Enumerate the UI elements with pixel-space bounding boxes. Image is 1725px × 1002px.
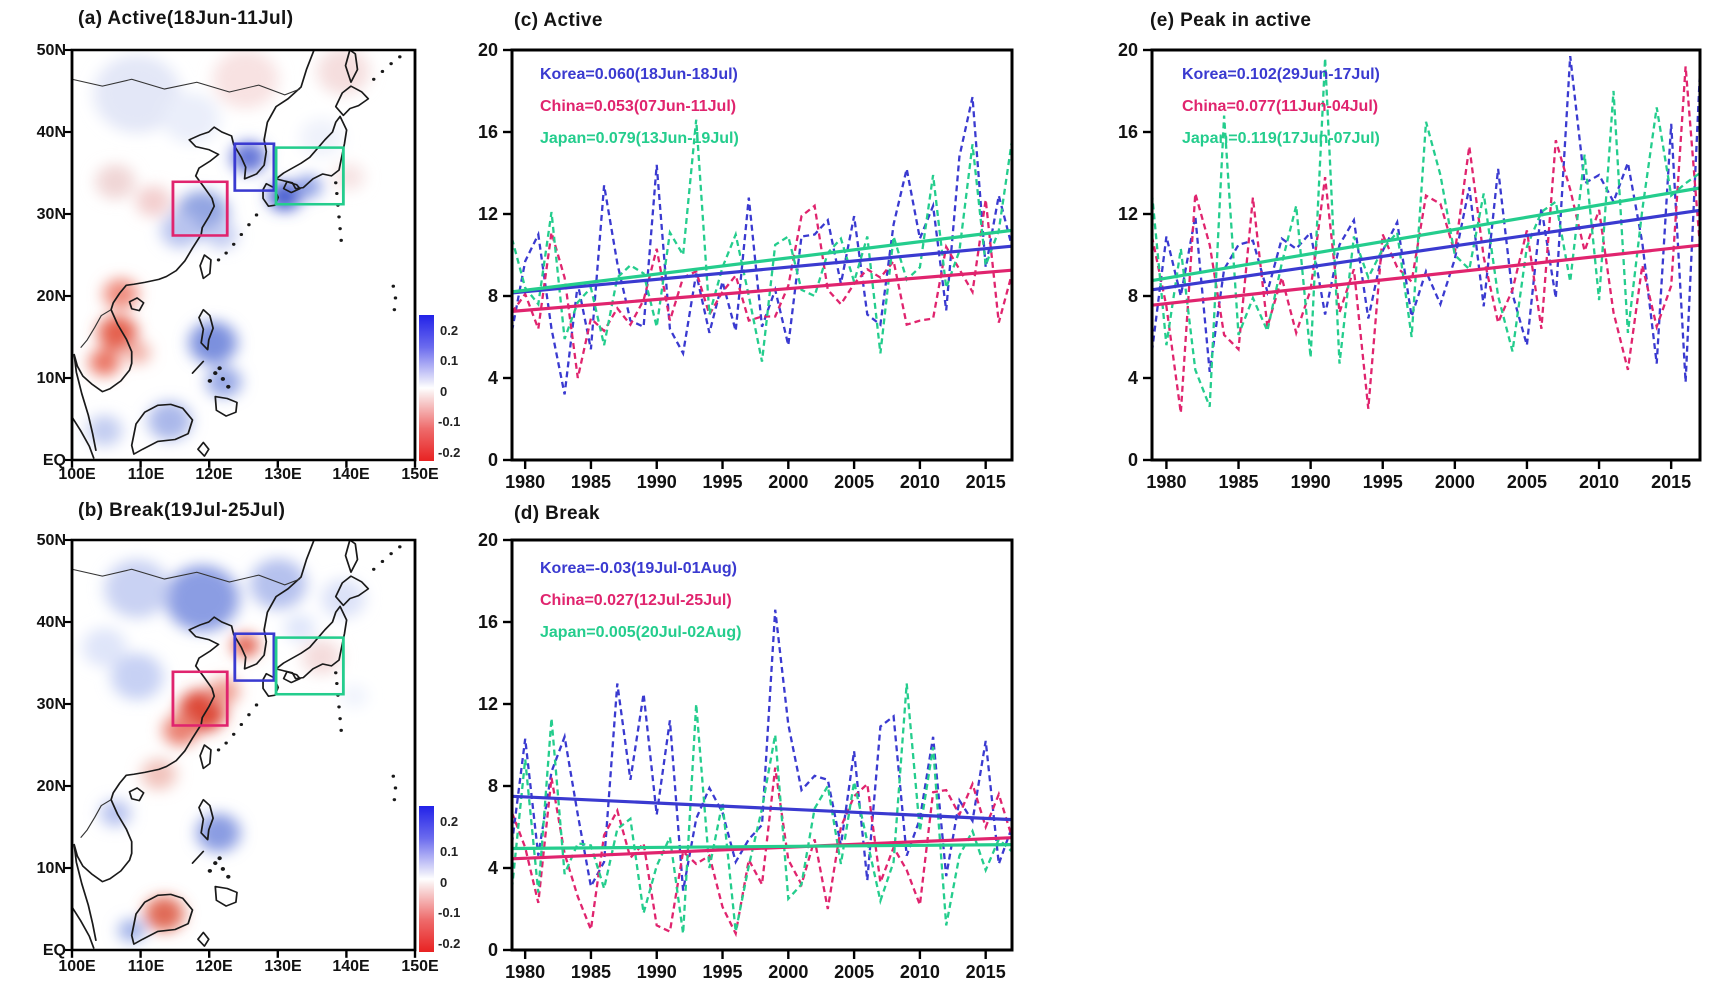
map-a-lat-eq: EQ [42, 452, 66, 469]
map-a-lat-30n: 30N [36, 206, 66, 223]
map-a-lat-20n: 20N [36, 288, 66, 305]
map-a-lon-100e: 100E [58, 466, 96, 483]
svg-text:20: 20 [478, 530, 498, 550]
map-b-lon-130e: 130E [264, 958, 302, 975]
chart-d-legend-china: China=0.027(12Jul-25Jul) [540, 592, 732, 609]
svg-text:2000: 2000 [768, 962, 808, 982]
colorbar-a [419, 315, 434, 461]
chart-d-legend-korea: Korea=-0.03(19Jul-01Aug) [540, 560, 737, 577]
colorbar-a-label-4: -0.2 [438, 445, 461, 460]
colorbar-b-label-0: 0.2 [440, 814, 459, 829]
panel-e-title: (e) Peak in active [1150, 10, 1312, 31]
svg-text:4: 4 [488, 368, 498, 388]
svg-text:20: 20 [478, 40, 498, 60]
svg-text:16: 16 [478, 612, 498, 632]
svg-text:12: 12 [478, 694, 498, 714]
chart-c-legend-korea: Korea=0.060(18Jun-18Jul) [540, 66, 738, 83]
svg-text:1985: 1985 [571, 472, 611, 492]
chart-e-legend-china: China=0.077(11Jun-04Jul) [1182, 98, 1379, 115]
map-b-lon-100e: 100E [58, 958, 96, 975]
svg-text:1980: 1980 [505, 962, 545, 982]
svg-text:16: 16 [478, 122, 498, 142]
chart-c-legend-china: China=0.053(07Jun-11Jul) [540, 98, 737, 115]
svg-text:1980: 1980 [505, 472, 545, 492]
svg-text:20: 20 [1118, 40, 1138, 60]
svg-text:16: 16 [1118, 122, 1138, 142]
panel-b-title: (b) Break(19Jul-25Jul) [78, 500, 286, 521]
svg-text:1990: 1990 [637, 472, 677, 492]
svg-text:2000: 2000 [1435, 472, 1475, 492]
map-a-lon-130e: 130E [264, 466, 302, 483]
anomaly-field-b [82, 558, 368, 943]
map-b-lat-20n: 20N [36, 778, 66, 795]
colorbar-a-label-2: 0 [440, 384, 448, 399]
map-b [62, 538, 417, 960]
svg-text:1995: 1995 [1363, 472, 1403, 492]
map-b-lon-120e: 120E [195, 958, 233, 975]
map-b-lon-150e: 150E [401, 958, 439, 975]
svg-text:2015: 2015 [966, 962, 1006, 982]
svg-text:2015: 2015 [966, 472, 1006, 492]
svg-text:0: 0 [488, 450, 498, 470]
map-b-lat-eq: EQ [42, 942, 66, 959]
svg-text:2010: 2010 [1579, 472, 1619, 492]
svg-text:2010: 2010 [900, 472, 940, 492]
panel-c-title: (c) Active [514, 10, 603, 31]
colorbar-a-label-1: 0.1 [440, 353, 459, 368]
svg-text:8: 8 [488, 286, 498, 306]
map-a-lat-40n: 40N [36, 124, 66, 141]
map-b-lat-30n: 30N [36, 696, 66, 713]
colorbar-a-label-0: 0.2 [440, 323, 459, 338]
map-a-lon-120e: 120E [195, 466, 233, 483]
map-b-lat-40n: 40N [36, 614, 66, 631]
colorbar-b-label-2: 0 [440, 875, 448, 890]
chart-d: 0 4 8 12 16 20 1980 1985 1990 1995 2000 2005 2010 201… [478, 530, 1014, 982]
svg-text:0: 0 [1128, 450, 1138, 470]
svg-text:4: 4 [1128, 368, 1138, 388]
svg-text:2005: 2005 [1507, 472, 1547, 492]
svg-text:1990: 1990 [1291, 472, 1331, 492]
svg-text:1990: 1990 [637, 962, 677, 982]
svg-text:12: 12 [1118, 204, 1138, 224]
map-a-lon-150e: 150E [401, 466, 439, 483]
chart-d-legend-japan: Japan=0.005(20Jul-02Aug) [540, 624, 742, 641]
svg-text:2005: 2005 [834, 472, 874, 492]
map-b-lat-10n: 10N [36, 860, 66, 877]
svg-text:8: 8 [1128, 286, 1138, 306]
svg-text:1995: 1995 [703, 962, 743, 982]
chart-e-legend-japan: Japan=0.119(17Jun-07Jul) [1182, 130, 1380, 147]
map-b-lon-140e: 140E [332, 958, 370, 975]
colorbar-b-label-4: -0.2 [438, 936, 461, 951]
svg-text:2000: 2000 [768, 472, 808, 492]
svg-text:1980: 1980 [1146, 472, 1186, 492]
panel-a-title: (a) Active(18Jun-11Jul) [78, 8, 294, 29]
svg-text:8: 8 [488, 776, 498, 796]
chart-e: 0 4 8 12 16 20 1980 1985 1990 1995 2000 2005 2010 201… [1118, 40, 1702, 492]
anomaly-field-a [87, 50, 370, 447]
map-a-lon-110e: 110E [127, 466, 165, 483]
colorbar-b [419, 806, 434, 952]
svg-text:1985: 1985 [571, 962, 611, 982]
svg-text:1985: 1985 [1219, 472, 1259, 492]
svg-text:12: 12 [478, 204, 498, 224]
map-a [62, 48, 417, 470]
svg-text:2005: 2005 [834, 962, 874, 982]
map-a-lon-140e: 140E [332, 466, 370, 483]
colorbar-b-label-3: -0.1 [438, 905, 461, 920]
map-b-lon-110e: 110E [127, 958, 165, 975]
colorbar-a-label-3: -0.1 [438, 414, 461, 429]
map-b-lat-50n: 50N [36, 532, 66, 549]
chart-c-legend-japan: Japan=0.079(13Jun-19Jul) [540, 130, 739, 147]
svg-text:1995: 1995 [703, 472, 743, 492]
map-a-lat-50n: 50N [36, 42, 66, 59]
svg-text:2015: 2015 [1651, 472, 1691, 492]
svg-text:2010: 2010 [900, 962, 940, 982]
panel-d-title: (d) Break [514, 503, 600, 524]
chart-e-legend-korea: Korea=0.102(29Jun-17Jul) [1182, 66, 1380, 83]
chart-c: 0 4 8 12 16 20 1980 1985 1990 1995 2000 2005 2010 201… [478, 40, 1014, 492]
map-a-lat-10n: 10N [36, 370, 66, 387]
svg-text:4: 4 [488, 858, 498, 878]
svg-text:0: 0 [488, 940, 498, 960]
colorbar-b-label-1: 0.1 [440, 844, 459, 859]
